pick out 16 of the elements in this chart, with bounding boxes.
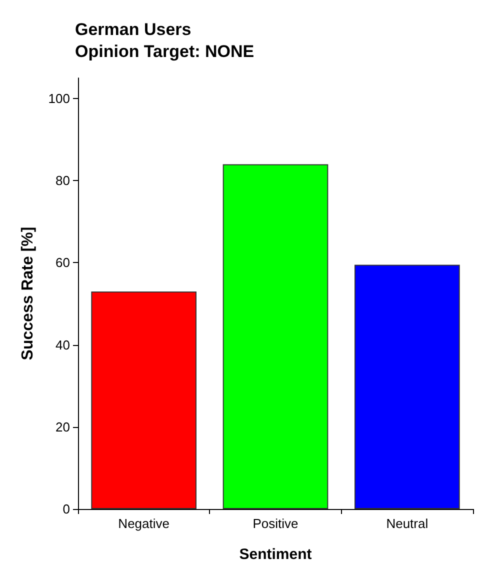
y-tick-label: 40: [56, 337, 70, 352]
y-tick-label: 0: [62, 502, 70, 516]
x-tick-label: Positive: [252, 516, 298, 531]
y-axis-title: Success Rate [%]: [20, 226, 36, 360]
x-tick-label: Negative: [118, 516, 170, 531]
bar: [91, 291, 196, 509]
y-tick-label: 80: [56, 173, 70, 188]
bar: [222, 164, 328, 509]
bar: [354, 264, 460, 509]
x-axis-title: Sentiment: [239, 546, 312, 563]
x-tick-label: Neutral: [386, 516, 428, 531]
chart-title: German Users: [75, 20, 192, 39]
y-tick-label: 100: [48, 91, 70, 106]
chart-subtitle: Opinion Target: NONE: [75, 42, 254, 61]
y-tick-label: 60: [56, 255, 70, 270]
y-tick-label: 20: [56, 419, 70, 434]
